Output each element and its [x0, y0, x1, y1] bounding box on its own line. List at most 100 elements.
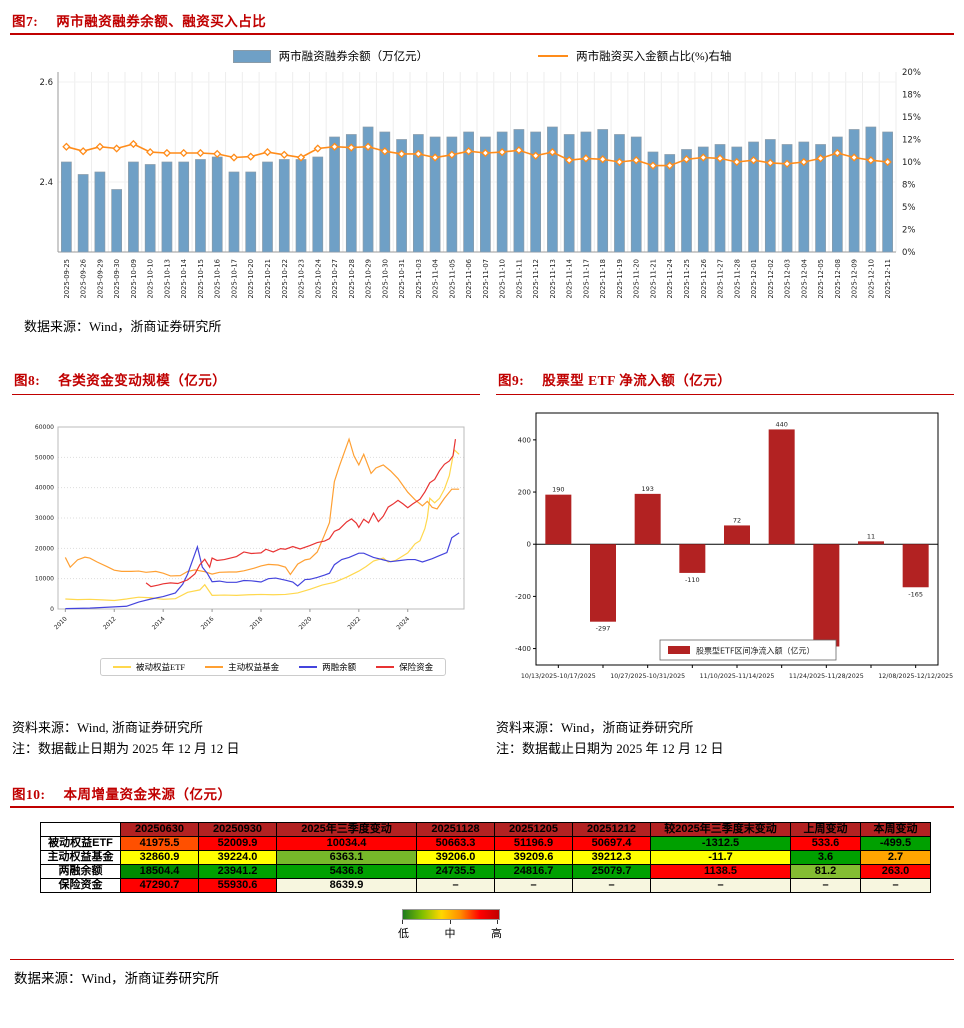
diamond-marker-icon	[632, 156, 641, 165]
fig7-date-label: 2025-10-23	[298, 259, 306, 299]
table-cell: 1138.5	[650, 864, 791, 879]
funds-heatmap-table: 20250630 20250930 2025年三季度变动 20251128 202512…	[40, 822, 931, 893]
fig7-bar	[748, 141, 759, 253]
fig7-date-label: 2025-11-17	[582, 259, 590, 299]
fig7-date-label: 2025-11-20	[633, 259, 641, 299]
fig9-legend-box	[659, 639, 837, 661]
table-cell: 533.6	[790, 836, 861, 851]
fig7-date-label: 2025-10-17	[230, 259, 238, 299]
fig7-left-tick: 2.6	[39, 78, 53, 88]
table-cell: –	[650, 878, 791, 893]
fig7-bar	[731, 146, 743, 253]
fig7-date-label: 2025-09-29	[96, 259, 104, 299]
diamond-marker-icon	[732, 157, 741, 167]
fig8-y-tick: 20000	[35, 545, 54, 552]
fig9-y-tick: 200	[518, 489, 531, 497]
fig7-bar	[764, 139, 776, 253]
fig7-bars	[61, 126, 893, 253]
diamond-marker-icon	[548, 147, 557, 157]
fig8-legend-item: 主动权益基金	[205, 661, 279, 673]
diamond-marker-icon	[749, 156, 758, 165]
fig8-x-tick: 2020	[298, 615, 314, 631]
table-corner-cell	[40, 822, 121, 837]
fig7-bar	[798, 141, 810, 253]
gradient-bar-icon	[402, 909, 500, 920]
fig7-right-tick: 12%	[902, 136, 921, 146]
fig7-bar	[312, 156, 324, 253]
fig7-date-label: 2025-12-02	[767, 259, 775, 299]
diamond-marker-icon	[565, 156, 574, 165]
table-column-header: 上周变动	[790, 822, 861, 837]
figure9-note: 注：数据截止日期为 2025 年 12 月 12 日	[495, 741, 724, 756]
table-cell: –	[494, 878, 573, 893]
table-cell: 23941.2	[198, 864, 277, 879]
figure9-label: 图9:	[497, 373, 525, 388]
fig7-date-label: 2025-10-15	[197, 259, 205, 299]
fig7-bar	[463, 131, 474, 253]
fig7-bar	[647, 151, 659, 253]
table-row-label: 被动权益ETF	[40, 836, 121, 851]
fig7-bar	[848, 129, 860, 253]
fig7-date-label: 2025-11-27	[717, 259, 725, 299]
fig7-right-tick: 5%	[902, 203, 916, 213]
figure8-note: 注：数据截止日期为 2025 年 12 月 12 日	[12, 741, 240, 756]
fig7-bar	[128, 161, 139, 253]
fig7-bar	[77, 174, 89, 253]
diamond-marker-icon	[79, 147, 88, 156]
fig8-x-tick: 2012	[102, 615, 118, 631]
table-row: 主动权益基金 32860.9 39224.0 6363.1 39206.0 39209.6…	[40, 850, 931, 865]
fig7-date-label: 2025-11-19	[616, 259, 624, 299]
fig7-date-label: 2025-11-03	[415, 259, 423, 299]
figure9-source: 资料来源：Wind，浙商证券研究所	[495, 720, 694, 735]
table-row: 两融余额 18504.4 23941.2 5436.8 24735.5 24816.7 25…	[40, 864, 931, 879]
diamond-marker-icon	[62, 142, 71, 151]
fig9-bar-label: -297	[596, 625, 611, 633]
fig7-bar	[496, 131, 508, 253]
figure7-rule	[10, 33, 954, 35]
fig9-bar-label: 190	[552, 486, 564, 494]
table-cell: 24816.7	[494, 864, 573, 879]
diamond-marker-icon	[313, 144, 322, 153]
table-cell: 50663.3	[416, 836, 495, 851]
fig9-bar	[589, 544, 616, 622]
figure8-column: 图8: 各类资金变动规模（亿元） 0 10000 20000 30000 40000 500…	[12, 365, 480, 759]
fig8-y-tick: 60000	[35, 424, 54, 431]
diamond-marker-icon	[665, 161, 674, 170]
figure8-title-text: 各类资金变动规模（亿元）	[58, 373, 227, 388]
fig7-bar	[681, 149, 692, 253]
table-column-header: 20250930	[198, 822, 277, 837]
legend-line-icon	[299, 666, 318, 668]
fig7-date-label: 2025-12-03	[784, 259, 792, 299]
figure10-title-text: 本周增量资金来源（亿元）	[63, 787, 232, 802]
figure9-rule	[495, 394, 954, 395]
fig8-legend-label: 主动权益基金	[228, 662, 280, 672]
fig7-bar	[379, 131, 391, 253]
table-cell: –	[860, 878, 931, 893]
table-cell: 5436.8	[276, 864, 417, 879]
fig7-bar	[111, 189, 123, 253]
figure8-legend: 被动权益ETF 主动权益基金 两融余额 保险资金	[100, 658, 447, 676]
table-cell: 39212.3	[572, 850, 651, 865]
fig7-date-label: 2025-11-10	[499, 259, 507, 299]
table-cell: 81.2	[790, 864, 861, 879]
fig7-date-label: 2025-10-09	[130, 259, 138, 299]
fig7-date-label: 2025-12-08	[834, 259, 842, 299]
diamond-marker-icon	[464, 147, 473, 156]
fig7-bar	[144, 164, 156, 253]
fig9-x-tick: 11/10/2025-11/14/2025	[700, 673, 775, 680]
fig7-date-label: 2025-10-21	[264, 259, 272, 299]
fig8-y-tick: 10000	[35, 576, 54, 583]
diamond-marker-icon	[498, 147, 507, 157]
figure8-sources: 资料来源：Wind, 浙商证券研究所 注：数据截止日期为 2025 年 12 月…	[12, 717, 480, 759]
figure7-legend-line-label: 两市融资买入金额占比(%)右轴	[576, 51, 732, 63]
fig7-right-tick: 10%	[902, 158, 921, 168]
fig7-bar	[480, 136, 491, 253]
fig9-bar	[545, 494, 572, 545]
diamond-marker-icon	[447, 150, 456, 159]
fig7-right-tick: 8%	[902, 181, 916, 191]
fig7-date-label: 2025-10-29	[365, 259, 373, 299]
table-cell: 24735.5	[416, 864, 495, 879]
diamond-marker-icon	[146, 147, 155, 157]
diamond-marker-icon	[196, 148, 205, 158]
